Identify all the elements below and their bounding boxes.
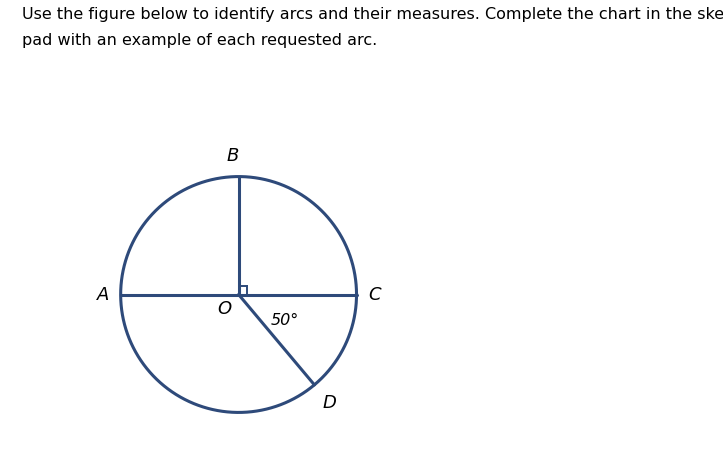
Text: 50°: 50° [271,313,299,328]
Text: pad with an example of each requested arc.: pad with an example of each requested ar… [22,33,377,48]
Text: Use the figure below to identify arcs and their measures. Complete the chart in : Use the figure below to identify arcs an… [22,7,723,22]
Text: O: O [218,300,231,318]
Text: D: D [322,394,336,412]
Text: B: B [226,147,239,165]
Text: A: A [96,285,109,304]
Text: C: C [368,285,381,304]
